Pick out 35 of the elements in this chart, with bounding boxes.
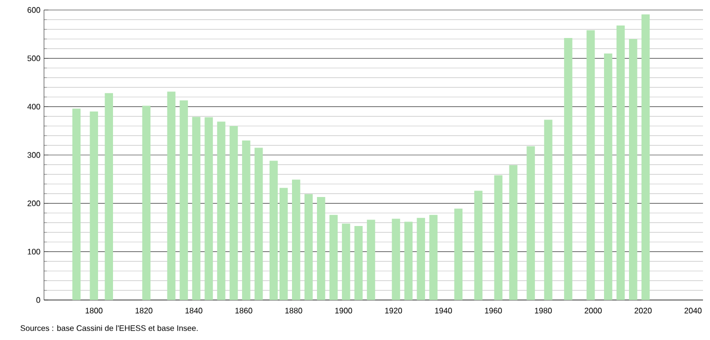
- bar: [90, 112, 98, 300]
- bar: [392, 218, 400, 300]
- bar: [316, 197, 326, 300]
- bar: [628, 39, 638, 300]
- bar: [292, 180, 300, 300]
- bar: [254, 148, 263, 300]
- bar: [142, 106, 150, 300]
- bar: [604, 54, 612, 300]
- bar: [474, 190, 482, 300]
- bar: [544, 120, 552, 300]
- bar: [429, 214, 438, 300]
- bar: [104, 93, 114, 300]
- bar: [230, 126, 238, 300]
- bar: [342, 224, 350, 300]
- bar: [366, 220, 376, 300]
- bar: [167, 92, 176, 300]
- bar: [304, 194, 313, 300]
- bar: [72, 108, 81, 300]
- bar: [204, 117, 213, 300]
- bar: [641, 14, 650, 300]
- bar: [509, 165, 518, 300]
- bar: [416, 218, 426, 300]
- bar: [526, 146, 535, 300]
- bar: [329, 214, 338, 300]
- bar: [564, 38, 572, 300]
- bar: [454, 208, 462, 300]
- bar: [180, 100, 188, 300]
- bar: [354, 226, 363, 300]
- bar: [242, 140, 250, 300]
- bar: [586, 30, 595, 300]
- bar: [192, 116, 200, 300]
- bar: [404, 222, 413, 300]
- bar: [494, 175, 502, 300]
- bar: [616, 25, 625, 300]
- bar: [217, 122, 226, 300]
